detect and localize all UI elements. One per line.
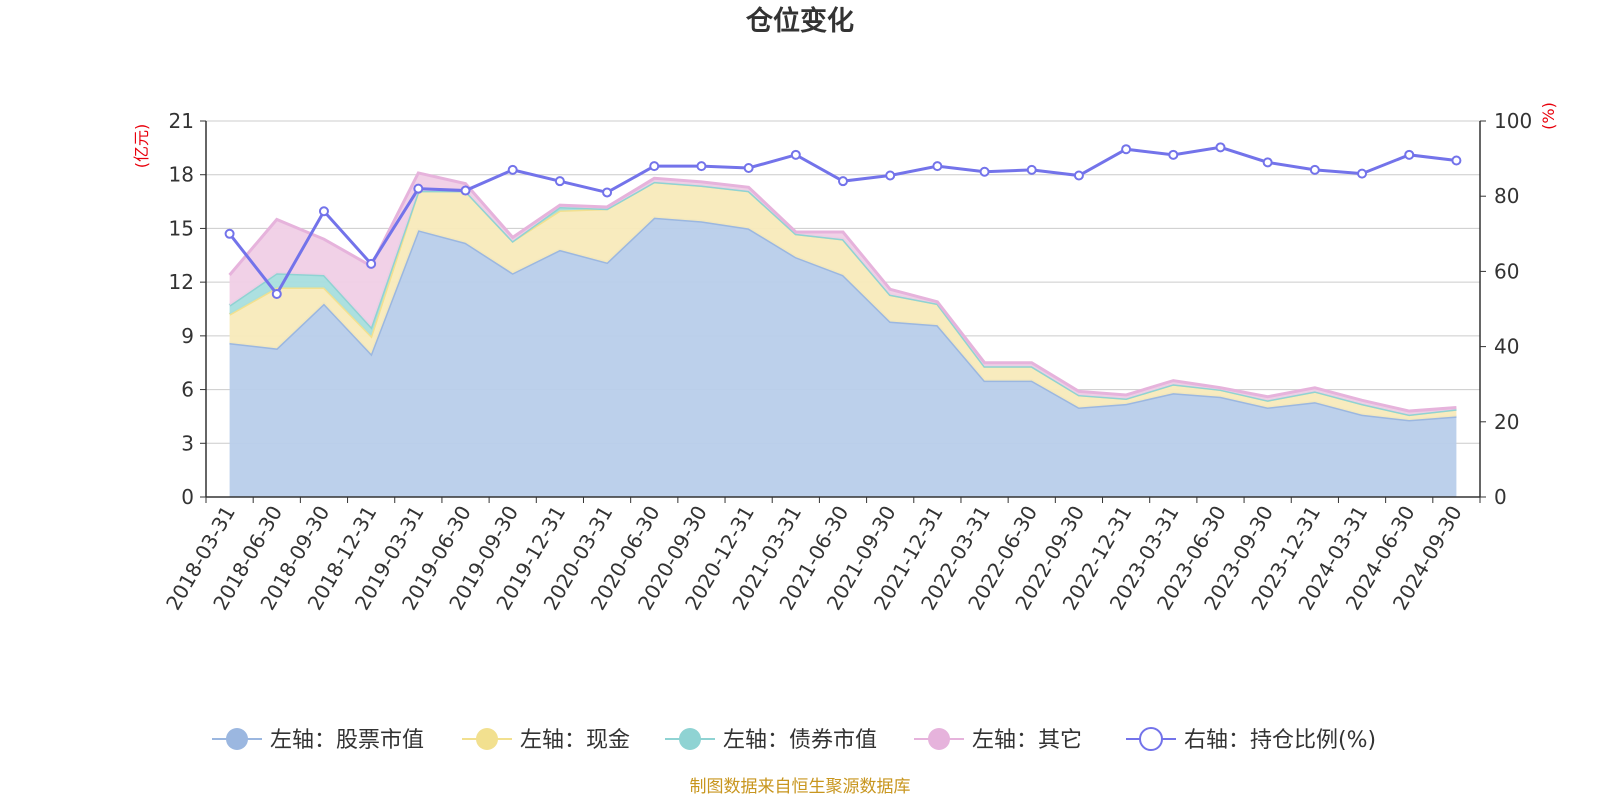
left-tick-label: 15 bbox=[169, 216, 194, 240]
left-tick-label: 12 bbox=[169, 270, 194, 294]
line-point bbox=[554, 176, 565, 187]
legend-label: 左轴：其它 bbox=[972, 728, 1082, 753]
legend-marker bbox=[226, 728, 248, 750]
chart-title: 仓位变化 bbox=[745, 5, 854, 37]
left-tick-label: 21 bbox=[169, 109, 194, 133]
holding-ratio-line bbox=[224, 142, 1462, 299]
line-point bbox=[1357, 168, 1368, 179]
data-source-text: 制图数据来自恒生聚源数据库 bbox=[690, 777, 911, 797]
right-tick-label: 100 bbox=[1494, 109, 1532, 133]
left-tick-label: 3 bbox=[181, 431, 194, 455]
line-point bbox=[271, 288, 282, 299]
legend-label: 右轴：持仓比例(%) bbox=[1184, 728, 1376, 753]
stacked-areas bbox=[228, 171, 1457, 497]
line-point bbox=[885, 170, 896, 181]
legend-label: 左轴：债券市值 bbox=[723, 728, 877, 753]
line-point bbox=[1451, 155, 1462, 166]
area-左轴：股票市值 bbox=[229, 217, 1457, 497]
left-tick-label: 6 bbox=[181, 378, 194, 402]
legend: 左轴：股票市值 左轴：现金 左轴：债券市值 左轴：其它 右轴：持仓比例(%) bbox=[212, 727, 1376, 753]
legend-marker bbox=[1139, 727, 1163, 751]
line-point bbox=[1309, 164, 1320, 175]
line-point bbox=[1073, 170, 1084, 181]
left-tick-label: 18 bbox=[169, 163, 194, 187]
legend-label: 左轴：股票市值 bbox=[270, 728, 424, 753]
line-point bbox=[743, 163, 754, 173]
left-tick-label: 0 bbox=[181, 485, 194, 509]
legend-marker bbox=[679, 728, 701, 750]
line-point bbox=[1262, 157, 1273, 168]
line-point bbox=[602, 187, 613, 198]
right-tick-label: 60 bbox=[1494, 259, 1519, 283]
line-point bbox=[413, 183, 424, 194]
left-axis-unit: (亿元) bbox=[132, 124, 151, 169]
line-point bbox=[932, 161, 943, 172]
right-axis-unit: (%) bbox=[1539, 102, 1558, 130]
line-point bbox=[696, 161, 707, 172]
line-point bbox=[366, 258, 377, 269]
right-tick-label: 40 bbox=[1494, 335, 1519, 359]
line-point bbox=[979, 166, 990, 177]
line-point bbox=[460, 185, 471, 196]
area-edge-左轴：其它 bbox=[228, 171, 1457, 413]
legend-marker bbox=[476, 728, 498, 750]
line-point bbox=[1168, 149, 1179, 160]
line-point bbox=[649, 161, 660, 172]
legend-label: 左轴：现金 bbox=[520, 728, 630, 753]
line-point bbox=[1026, 164, 1037, 175]
line-point bbox=[1404, 149, 1415, 160]
area-左轴：现金 bbox=[229, 181, 1457, 421]
right-tick-label: 20 bbox=[1494, 410, 1519, 434]
line-point bbox=[224, 228, 235, 239]
line-point bbox=[507, 164, 518, 175]
left-tick-label: 9 bbox=[181, 324, 194, 348]
line-point bbox=[1121, 144, 1132, 155]
line-point bbox=[1215, 142, 1226, 153]
line-point bbox=[838, 176, 848, 187]
right-tick-label: 0 bbox=[1494, 485, 1507, 509]
line-point bbox=[318, 206, 329, 217]
legend-marker bbox=[928, 728, 950, 750]
line-point bbox=[790, 149, 801, 160]
right-tick-label: 80 bbox=[1494, 184, 1519, 208]
